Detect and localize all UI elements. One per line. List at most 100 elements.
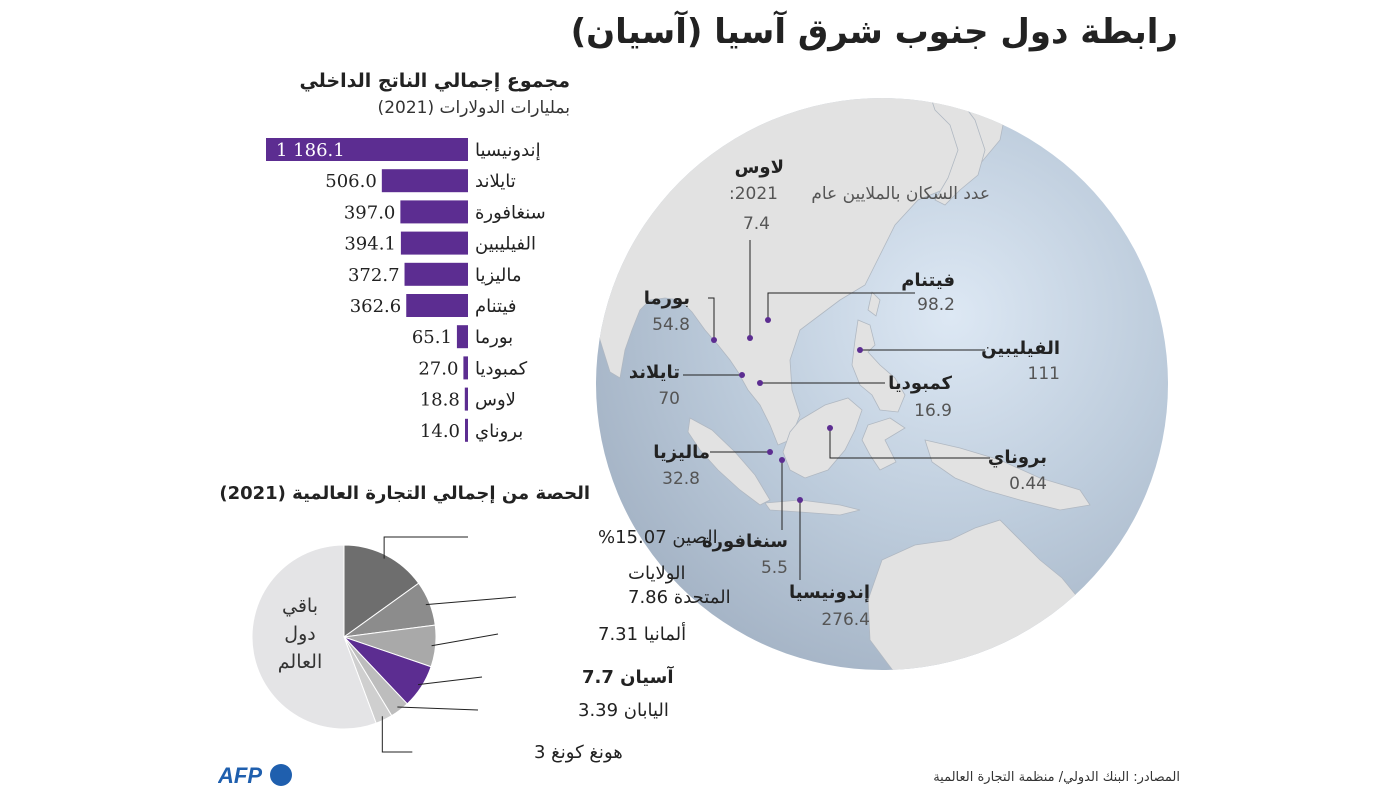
map-leader-lines <box>683 240 990 580</box>
dot-laos <box>747 335 753 341</box>
gdp-chart-title: مجموع إجمالي الناتج الداخلي <box>299 70 570 92</box>
gdp-category-label: فيتنام <box>475 296 517 317</box>
landmass-java <box>764 499 861 516</box>
gdp-category-label: الفيليبين <box>475 234 536 255</box>
population-vietnam: 98.2 <box>917 295 955 315</box>
pie-label: الولايات <box>628 563 686 584</box>
pie-label-rest-of-world: العالم <box>278 651 322 673</box>
gdp-bar <box>465 418 468 442</box>
pie-leader-line <box>417 676 483 686</box>
population-brunei: 0.44 <box>1009 474 1047 494</box>
gdp-bar <box>266 138 468 161</box>
afp-logo-text: AFP <box>218 763 262 788</box>
pie-slice <box>343 544 420 638</box>
gdp-category-label: لاوس <box>475 390 516 411</box>
landmass-taiwan <box>867 291 881 317</box>
country-name-brunei: بروناي <box>988 447 1047 468</box>
dot-indonesia <box>797 497 803 503</box>
gdp-value-label: 18.8 <box>420 390 460 411</box>
trade-chart-title: الحصة من إجمالي التجارة العالمية (2021) <box>219 483 590 504</box>
gdp-category-label: بروناي <box>475 421 523 442</box>
pie-slice <box>251 544 377 730</box>
pie-label: المتحدة 7.86 <box>628 587 731 608</box>
gdp-bar <box>381 169 468 193</box>
country-name-indonesia: إندونيسيا <box>789 582 870 603</box>
country-name-malaysia: ماليزيا <box>653 442 710 463</box>
country-name-burma: بورما <box>644 288 690 309</box>
gdp-category-label: ماليزيا <box>475 265 521 286</box>
dot-vietnam <box>765 317 771 323</box>
population-laos: 7.4 <box>743 214 770 234</box>
landmass-philippines <box>851 319 906 413</box>
country-name-vietnam: فيتنام <box>901 270 955 291</box>
dot-philippines <box>857 347 863 353</box>
gdp-bar <box>464 387 468 411</box>
dot-burma <box>711 337 717 343</box>
population-caption-line2: 2021: <box>729 184 778 204</box>
gdp-bar <box>406 294 468 317</box>
gdp-value-label: 397.0 <box>344 202 396 223</box>
population-caption-line1: عدد السكان بالملايين عام <box>811 184 990 204</box>
population-burma: 54.8 <box>652 315 690 335</box>
gdp-category-label: بورما <box>475 327 513 348</box>
page-title: رابطة دول جنوب شرق آسيا (آسيان) <box>570 12 1178 52</box>
dot-malaysia <box>767 449 773 455</box>
pie-leader-line <box>381 716 413 753</box>
pie-label-rest-of-world: دول <box>284 623 315 645</box>
gdp-value-label: 27.0 <box>418 358 458 379</box>
gdp-chart-subtitle: بمليارات الدولارات (2021) <box>377 98 570 118</box>
pie-leader-line <box>431 633 499 647</box>
map-location-dots <box>711 317 863 503</box>
gdp-value-label: 14.0 <box>420 421 460 442</box>
gdp-bar <box>400 231 468 255</box>
source-note: المصادر: البنك الدولي/ منظمة التجارة الع… <box>933 770 1180 785</box>
pie-label: الصين 15.07% <box>598 527 718 548</box>
gdp-category-label: تايلاند <box>475 171 516 192</box>
landmass-sumatra <box>687 417 771 506</box>
pie-label: آسيان 7.7 <box>582 665 674 688</box>
gdp-category-label: كمبوديا <box>475 358 528 379</box>
pie-leader-line <box>425 596 517 606</box>
country-name-laos: لاوس <box>735 157 784 178</box>
afp-logo: AFP <box>218 763 292 788</box>
gdp-value-label: 1 186.1 <box>276 140 345 161</box>
afp-logo-circle <box>270 764 292 786</box>
landmass-borneo <box>782 397 863 479</box>
country-name-singapore: سنغافورة <box>702 531 788 552</box>
pie-label-rest-of-world: باقي <box>282 595 318 617</box>
gdp-bar <box>400 200 468 224</box>
gdp-bar <box>456 325 468 349</box>
landmass-sulawesi <box>861 417 906 471</box>
population-cambodia: 16.9 <box>914 401 952 421</box>
population-indonesia: 276.4 <box>821 610 870 630</box>
gdp-bar <box>404 262 468 286</box>
gdp-category-label: إندونيسيا <box>475 140 541 161</box>
gdp-category-label: سنغافورة <box>475 202 546 223</box>
dot-cambodia <box>757 380 763 386</box>
gdp-bar <box>463 356 468 380</box>
gdp-value-label: 506.0 <box>325 171 377 192</box>
gdp-value-label: 372.7 <box>348 265 400 286</box>
population-malaysia: 32.8 <box>662 469 700 489</box>
pie-label: اليابان 3.39 <box>578 700 669 721</box>
pie-label: ألمانيا 7.31 <box>598 622 686 645</box>
pie-label: هونغ كونغ 3 <box>534 742 623 763</box>
dot-thailand <box>739 372 745 378</box>
dot-brunei <box>827 425 833 431</box>
population-thailand: 70 <box>658 389 680 409</box>
population-singapore: 5.5 <box>761 558 788 578</box>
dot-singapore <box>779 457 785 463</box>
landmass-japan <box>929 98 986 206</box>
country-name-philippines: الفيليبين <box>981 338 1060 359</box>
gdp-value-label: 65.1 <box>412 327 452 348</box>
gdp-value-label: 394.1 <box>344 234 396 255</box>
pie-leader-line <box>383 536 468 559</box>
country-name-cambodia: كمبوديا <box>888 373 952 394</box>
pie-leader-line <box>397 706 479 711</box>
population-philippines: 111 <box>1028 364 1060 384</box>
country-name-thailand: تايلاند <box>629 362 680 383</box>
gdp-value-label: 362.6 <box>350 296 402 317</box>
